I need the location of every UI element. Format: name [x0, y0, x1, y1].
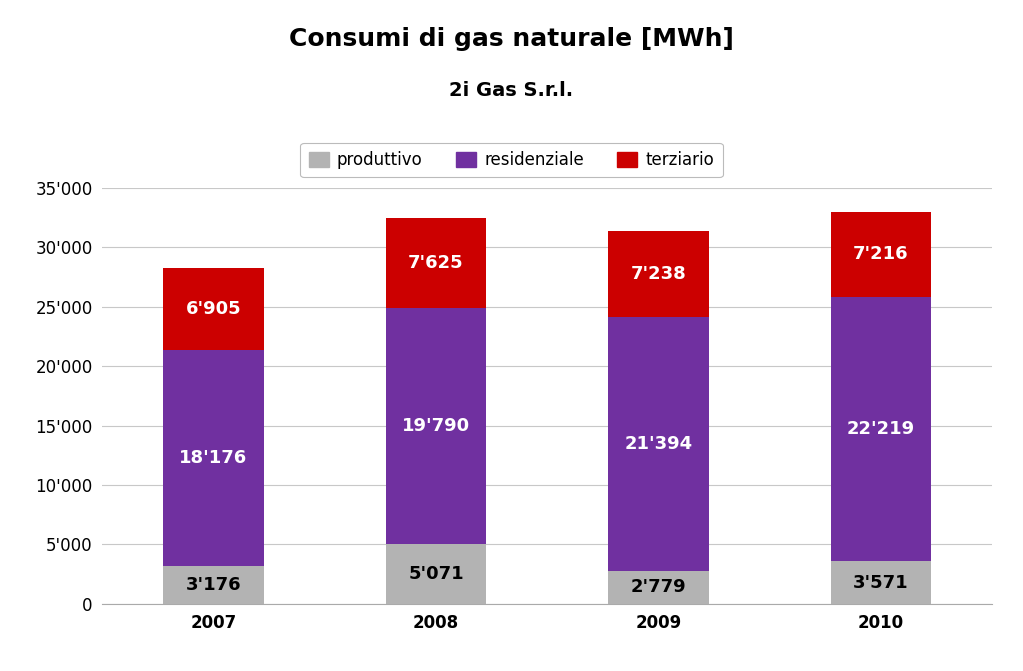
Bar	[386, 218, 486, 309]
Text: 22'219: 22'219	[847, 421, 916, 438]
Bar	[609, 571, 709, 604]
Text: 21'394: 21'394	[624, 435, 693, 453]
Bar	[609, 317, 709, 571]
Text: 18'176: 18'176	[179, 449, 248, 467]
Bar	[831, 211, 931, 297]
Text: 7'625: 7'625	[408, 254, 463, 272]
Bar	[164, 566, 264, 604]
Text: 2i Gas S.r.l.: 2i Gas S.r.l.	[449, 81, 574, 99]
Text: 3'571: 3'571	[853, 574, 908, 592]
Text: 7'238: 7'238	[631, 264, 686, 282]
Text: Consumi di gas naturale [MWh]: Consumi di gas naturale [MWh]	[290, 27, 733, 51]
Bar	[831, 562, 931, 604]
Bar	[164, 350, 264, 566]
Text: 2'779: 2'779	[631, 578, 686, 597]
Text: 19'790: 19'790	[402, 417, 471, 435]
Bar	[386, 309, 486, 544]
Text: 7'216: 7'216	[853, 246, 908, 264]
Bar	[831, 297, 931, 562]
Text: 6'905: 6'905	[186, 300, 241, 318]
Bar	[609, 231, 709, 317]
Bar	[164, 268, 264, 350]
Bar	[386, 544, 486, 604]
Legend: produttivo, residenziale, terziario: produttivo, residenziale, terziario	[300, 142, 723, 177]
Text: 5'071: 5'071	[408, 565, 463, 582]
Text: 3'176: 3'176	[186, 576, 241, 594]
